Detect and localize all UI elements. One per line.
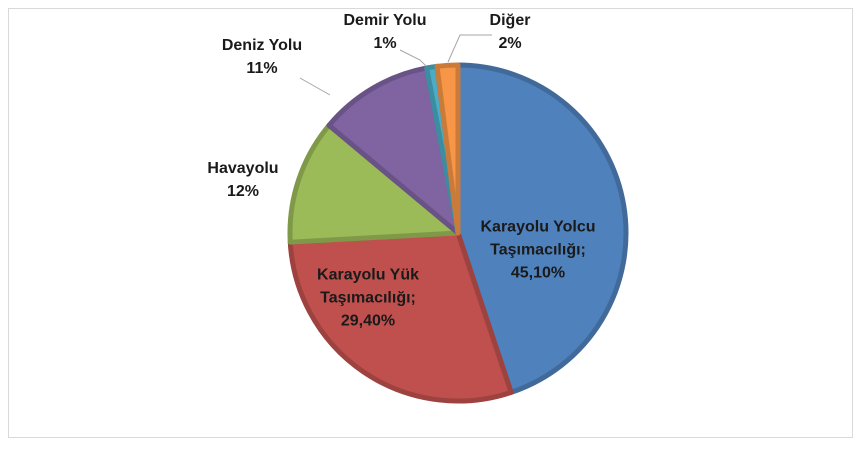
slice-value: 2% — [498, 35, 522, 52]
slice-name: Demir Yolu — [343, 12, 427, 29]
leader-line — [299, 77, 331, 96]
slice-name: Deniz Yolu — [221, 37, 303, 54]
data-label: Karayolu Yük Taşımacılığı; 29,40% — [293, 264, 443, 333]
slice-name: Diğer — [489, 12, 531, 29]
pie-slice — [455, 62, 629, 395]
leader-line — [447, 34, 492, 63]
slice-value: 29,40% — [340, 312, 396, 330]
pie-slice — [287, 122, 461, 245]
chart-frame — [8, 8, 853, 438]
slice-name: Karayolu Yük Taşımacılığı; — [317, 266, 419, 307]
data-label: Havayolu 12% — [183, 157, 303, 203]
pie-slice — [326, 65, 461, 236]
slice-value: 1% — [373, 35, 397, 52]
pie-slice — [434, 62, 461, 236]
data-label: Diğer 2% — [470, 9, 550, 55]
slice-value: 45,10% — [510, 264, 566, 282]
slice-name: Karayolu Yolcu Taşımacılığı; — [480, 218, 596, 259]
data-label: Demir Yolu 1% — [325, 9, 445, 55]
data-label: Deniz Yolu 11% — [202, 34, 322, 80]
leader-line — [399, 49, 427, 67]
slice-value: 11% — [246, 60, 278, 77]
slice-name: Havayolu — [207, 160, 279, 177]
slice-value: 12% — [226, 183, 260, 200]
data-label: Karayolu Yolcu Taşımacılığı; 45,10% — [458, 216, 618, 285]
pie-slice — [287, 230, 514, 404]
